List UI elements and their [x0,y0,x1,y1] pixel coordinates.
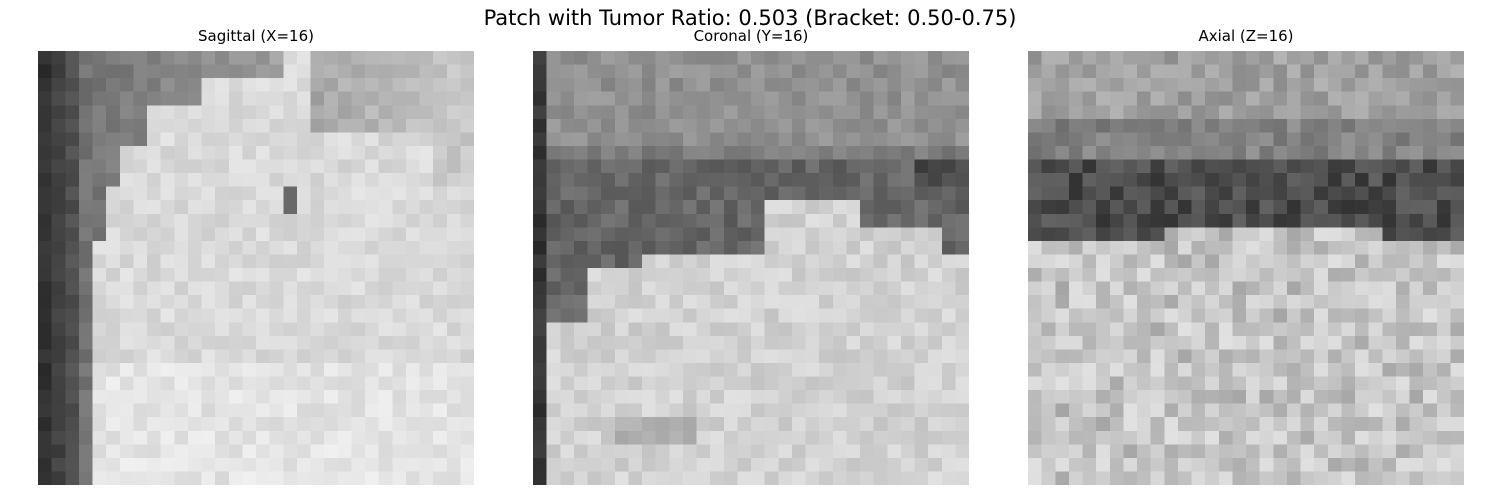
sagittal-slice-image [38,51,474,485]
sagittal-panel-title: Sagittal (X=16) [198,27,314,45]
axial-slice-image [1028,51,1464,485]
coronal-slice-canvas [533,51,969,485]
coronal-panel-title: Coronal (Y=16) [693,27,809,45]
sagittal-slice-canvas [38,51,474,485]
axial-panel-title: Axial (Z=16) [1198,27,1294,45]
axial-slice-canvas [1028,51,1464,485]
figure-title: Patch with Tumor Ratio: 0.503 (Bracket: … [483,6,1017,30]
coronal-slice-image [533,51,969,485]
